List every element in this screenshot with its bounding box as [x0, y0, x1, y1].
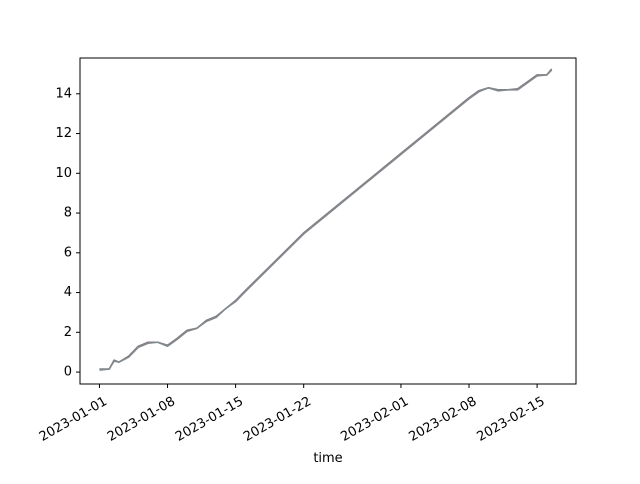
y-tick-label: 8	[64, 206, 72, 221]
y-tick-label: 0	[64, 365, 72, 380]
series-layer	[99, 68, 553, 371]
x-tick-label: 2023-02-08	[406, 394, 479, 445]
y-tick-label: 2	[64, 325, 72, 340]
x-tick-label: 2023-02-01	[338, 394, 411, 445]
x-axis: 2023-01-012023-01-082023-01-152023-01-22…	[37, 384, 548, 445]
plot-area	[79, 57, 577, 385]
y-tick-label: 4	[64, 285, 72, 300]
y-tick-label: 10	[55, 166, 72, 181]
y-tick-label: 14	[55, 86, 72, 101]
x-tick-label: 2023-01-22	[241, 394, 314, 445]
series-line-2	[99, 68, 553, 371]
y-axis: 0 2 4 6 8 10 12 14	[55, 86, 80, 380]
x-tick-label: 2023-01-01	[37, 394, 110, 445]
y-tick-label: 6	[64, 245, 72, 260]
y-tick-label: 12	[55, 126, 72, 141]
x-tick-label: 2023-01-15	[173, 394, 246, 445]
x-axis-label: time	[313, 451, 342, 466]
x-tick-label: 2023-02-15	[475, 394, 548, 445]
x-tick-label: 2023-01-08	[105, 394, 178, 445]
